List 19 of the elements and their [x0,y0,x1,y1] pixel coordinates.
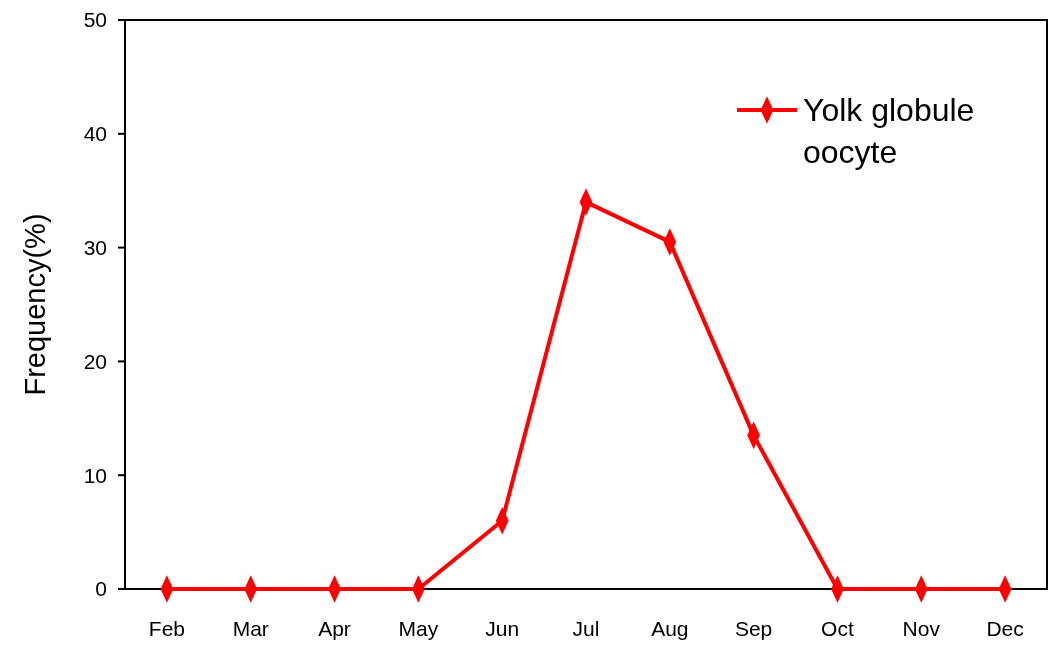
x-tick-label: Jun [485,617,520,640]
x-tick-label: Mar [232,617,269,640]
x-tick-label: Feb [148,617,185,640]
y-tick-label: 0 [95,577,107,601]
x-tick-label: Nov [902,617,941,640]
y-tick-label: 30 [83,235,107,259]
y-axis-title: Frequency(%) [19,213,51,396]
y-tick-label: 20 [83,349,107,373]
legend-label: Yolk globule oocyte [803,92,975,170]
x-tick-label: May [398,617,439,640]
x-tick-label: Sep [734,617,773,640]
x-tick-label: Oct [821,617,854,640]
x-tick-label: Apr [318,617,351,640]
y-tick-label: 50 [83,8,107,32]
y-tick-label: 10 [83,463,107,487]
y-tick-label: 40 [83,122,107,146]
x-tick-label: Dec [986,617,1024,640]
x-tick-label: Jul [572,617,600,640]
x-tick-label: Aug [651,617,689,640]
